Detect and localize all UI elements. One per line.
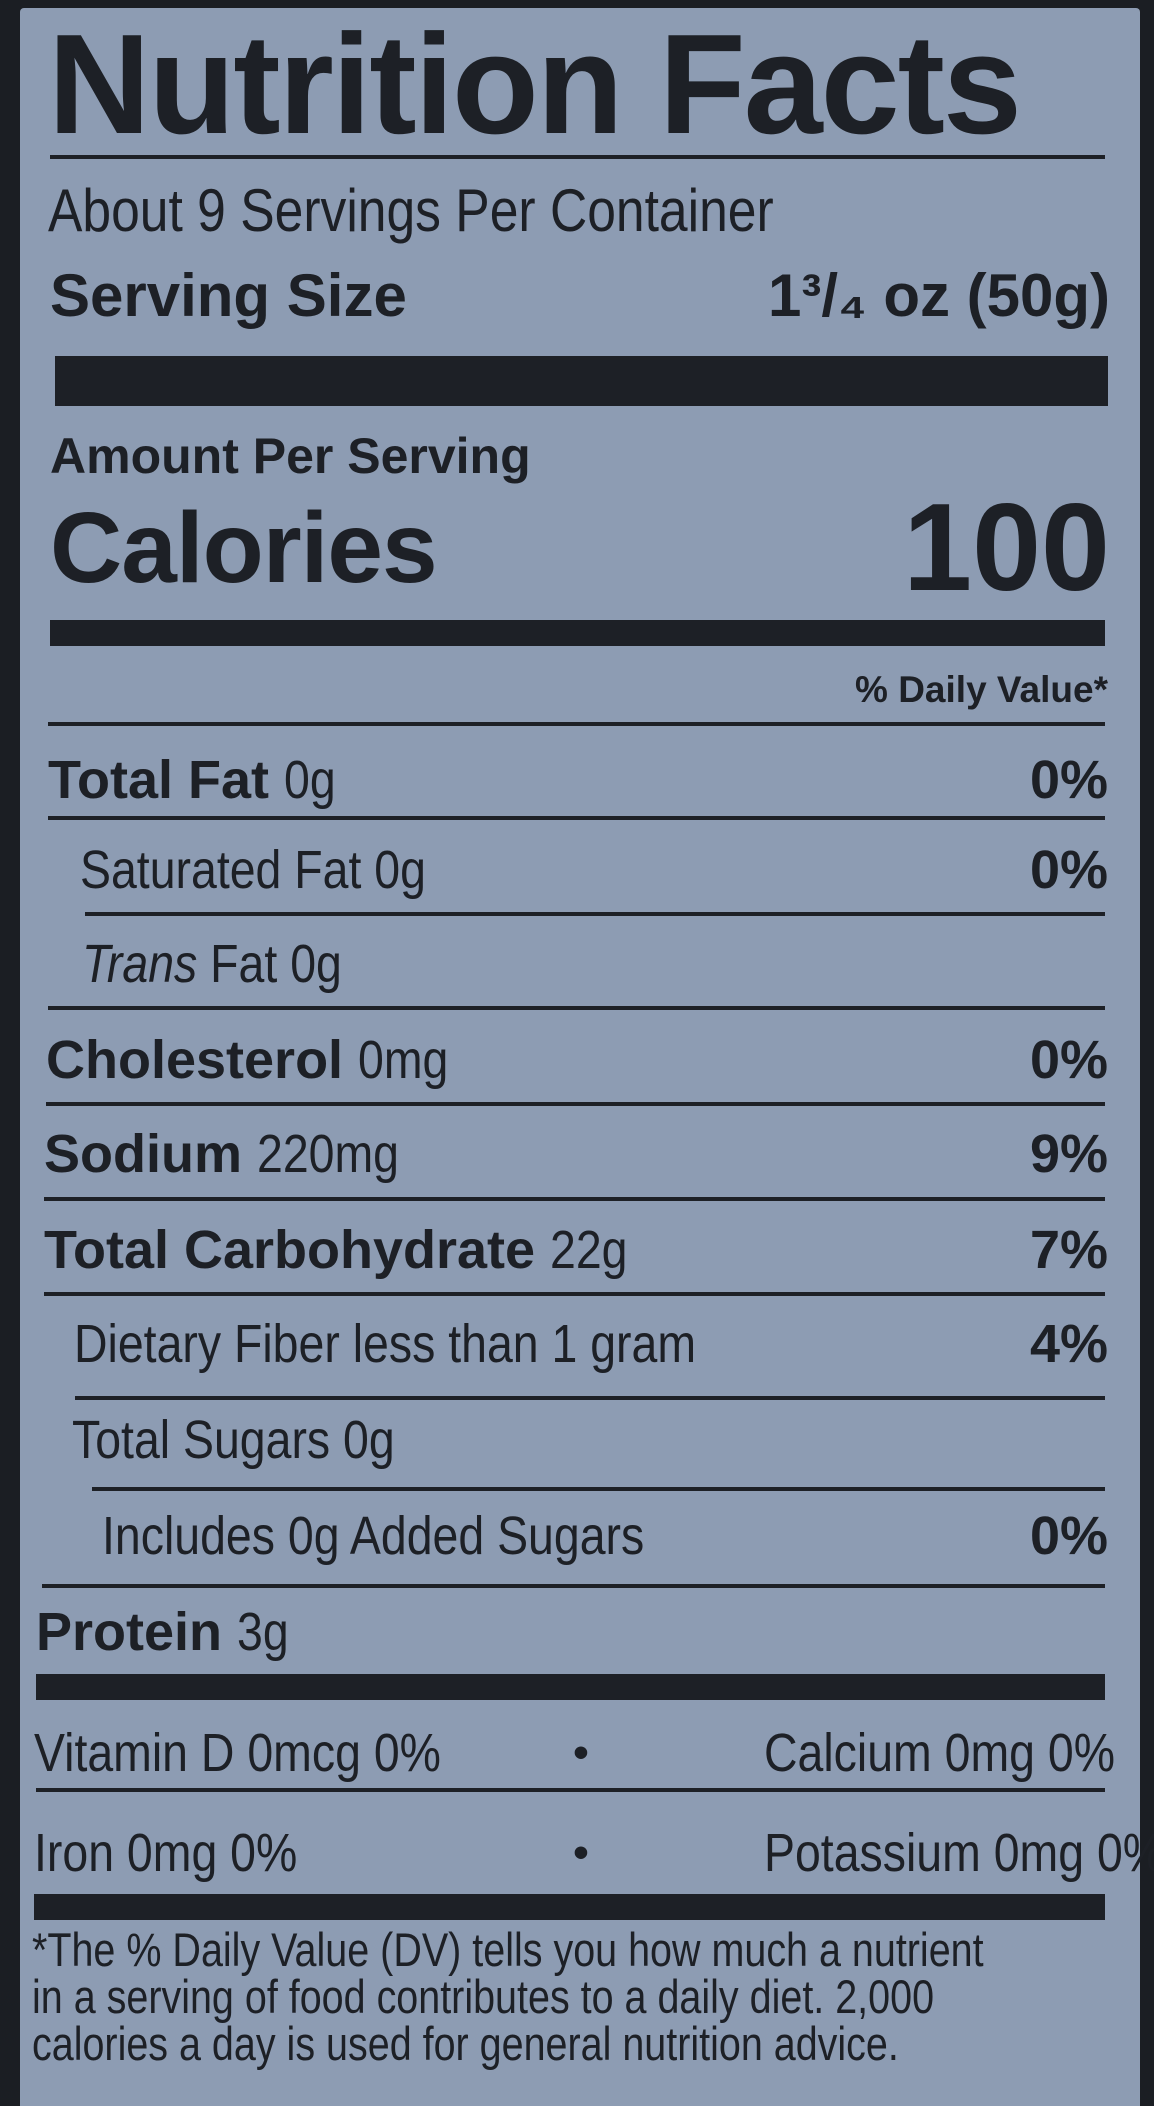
calories-value: 100	[903, 479, 1110, 617]
medium-divider	[36, 1674, 1105, 1700]
serving-size-label: Serving Size	[50, 261, 407, 329]
nutrient-row-saturated-fat: Saturated Fat 0g 0%	[80, 840, 1108, 900]
vitamin-row-1: Vitamin D 0mcg 0% • Calcium 0mg 0%	[34, 1718, 1116, 1788]
label-title: Nutrition Facts	[48, 5, 1022, 164]
nutrient-row-total-carbohydrate: Total Carbohydrate 22g 7%	[44, 1220, 1108, 1280]
bullet: •	[573, 1828, 589, 1877]
serving-size-row: Serving Size 1³/₄ oz (50g)	[50, 260, 1110, 330]
divider	[48, 816, 1105, 820]
serving-size-value: 1³/₄ oz (50g)	[768, 261, 1110, 329]
divider	[85, 912, 1105, 916]
nutrient-row-cholesterol: Cholesterol 0mg 0%	[46, 1030, 1108, 1090]
medium-divider	[34, 1894, 1105, 1920]
footnote-line-3: calories a day is used for general nutri…	[32, 2017, 899, 2070]
medium-divider	[50, 620, 1105, 646]
divider	[42, 1584, 1105, 1588]
servings-per-container: About 9 Servings Per Container	[48, 177, 774, 244]
divider	[50, 155, 1105, 159]
divider	[44, 1197, 1105, 1201]
calories-label: Calories	[50, 491, 438, 604]
divider	[44, 1292, 1105, 1296]
nutrient-row-dietary-fiber: Dietary Fiber less than 1 gram 4%	[74, 1314, 1108, 1374]
calories-row: Calories 100	[50, 479, 1110, 617]
nutrition-label: Nutrition Facts About 9 Servings Per Con…	[20, 5, 1154, 2106]
divider	[92, 1487, 1105, 1491]
divider	[48, 1006, 1105, 1010]
thick-divider	[55, 356, 1108, 406]
nutrient-row-total-sugars: Total Sugars 0g	[72, 1410, 395, 1470]
nutrient-row-total-fat: Total Fat 0g 0%	[48, 750, 1108, 810]
calcium: Calcium 0mg 0%	[764, 1723, 1116, 1783]
footnote-line-1: *The % Daily Value (DV) tells you how mu…	[32, 1923, 984, 1976]
vitamin-row-2: Iron 0mg 0% • Potassium 0mg 0%	[34, 1818, 1154, 1888]
divider	[46, 1102, 1105, 1106]
divider	[75, 1396, 1105, 1400]
footnote-line-2: in a serving of food contributes to a da…	[32, 1970, 935, 2023]
amount-per-serving: Amount Per Serving	[50, 428, 531, 484]
divider	[36, 1788, 1105, 1792]
nutrient-row-protein: Protein 3g	[36, 1602, 289, 1662]
potassium: Potassium 0mg 0%	[764, 1823, 1154, 1883]
nutrient-row-trans-fat: Trans Fat 0g	[82, 934, 342, 994]
nutrient-row-sodium: Sodium 220mg 9%	[44, 1124, 1108, 1184]
vitamin-d: Vitamin D 0mcg 0%	[34, 1723, 441, 1783]
divider	[48, 722, 1105, 726]
nutrient-row-added-sugars: Includes 0g Added Sugars 0%	[102, 1506, 1108, 1566]
bullet: •	[573, 1728, 589, 1777]
iron: Iron 0mg 0%	[34, 1823, 298, 1883]
dv-header: % Daily Value*	[855, 669, 1108, 710]
